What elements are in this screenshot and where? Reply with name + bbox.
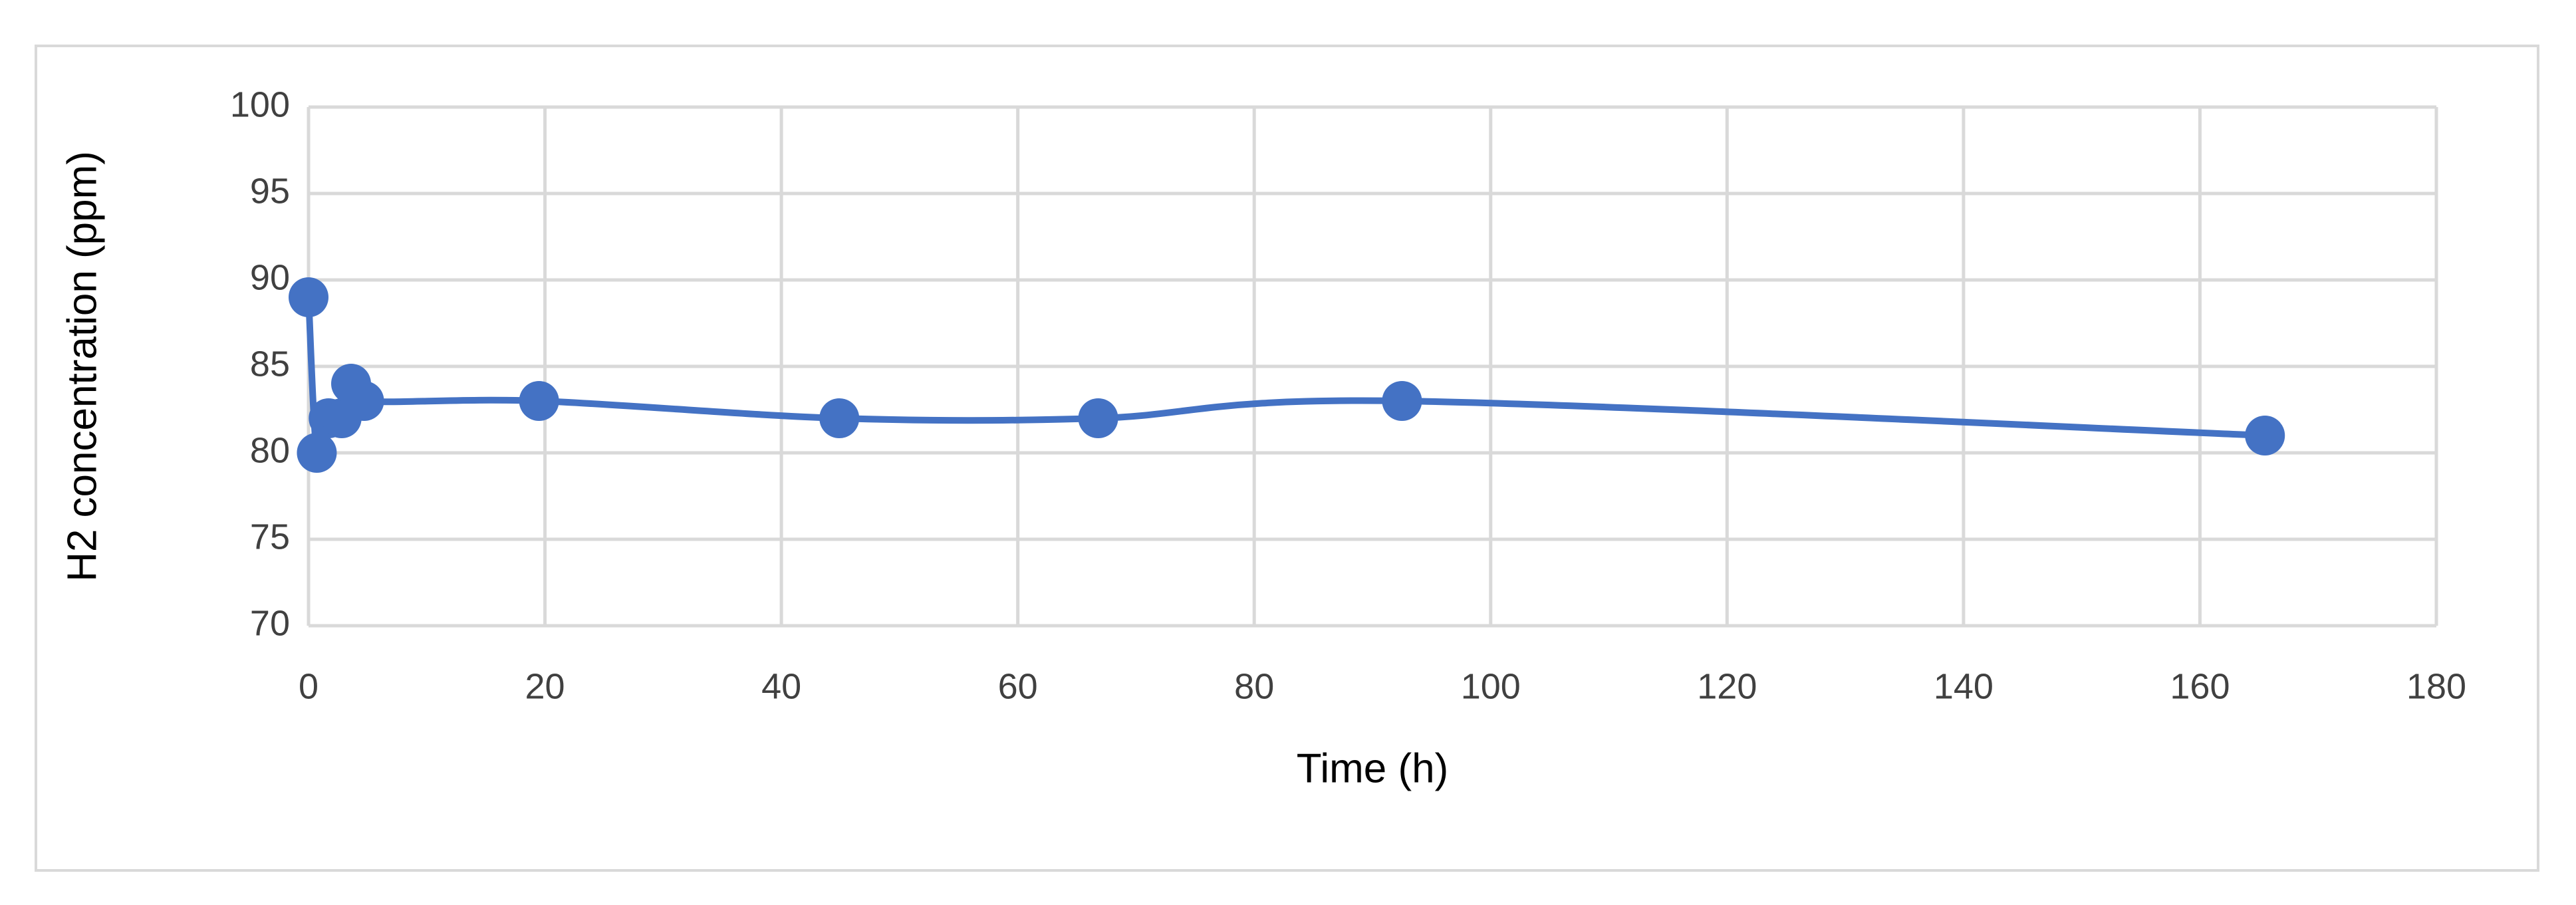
- x-tick-label: 160: [2170, 666, 2230, 706]
- marker: [289, 277, 328, 317]
- marker: [819, 398, 860, 438]
- x-tick-label: 60: [998, 666, 1038, 706]
- marker: [297, 433, 337, 473]
- x-tick-label: 20: [525, 666, 565, 706]
- marker: [2245, 416, 2285, 455]
- marker: [344, 381, 384, 421]
- marker: [1078, 398, 1118, 438]
- y-tick-label: 90: [250, 257, 290, 297]
- y-tick-label: 80: [250, 430, 290, 470]
- x-tick-label: 100: [1461, 666, 1521, 706]
- marker: [519, 381, 559, 421]
- x-tick-label: 120: [1697, 666, 1757, 706]
- y-tick-label: 75: [250, 517, 290, 557]
- x-tick-label: 180: [2406, 666, 2466, 706]
- x-axis-title: Time (h): [1297, 745, 1448, 791]
- x-tick-label: 0: [299, 666, 319, 706]
- x-tick-label: 80: [1234, 666, 1274, 706]
- y-tick-label: 85: [250, 344, 290, 384]
- y-tick-label: 70: [250, 603, 290, 643]
- marker: [1382, 381, 1422, 421]
- y-axis-title: H2 concentration (ppm): [59, 151, 105, 582]
- y-tick-label: 95: [250, 171, 290, 211]
- chart-border: [35, 45, 2539, 872]
- y-tick-label: 100: [230, 84, 290, 124]
- x-tick-label: 40: [761, 666, 801, 706]
- x-tick-label: 140: [1934, 666, 1994, 706]
